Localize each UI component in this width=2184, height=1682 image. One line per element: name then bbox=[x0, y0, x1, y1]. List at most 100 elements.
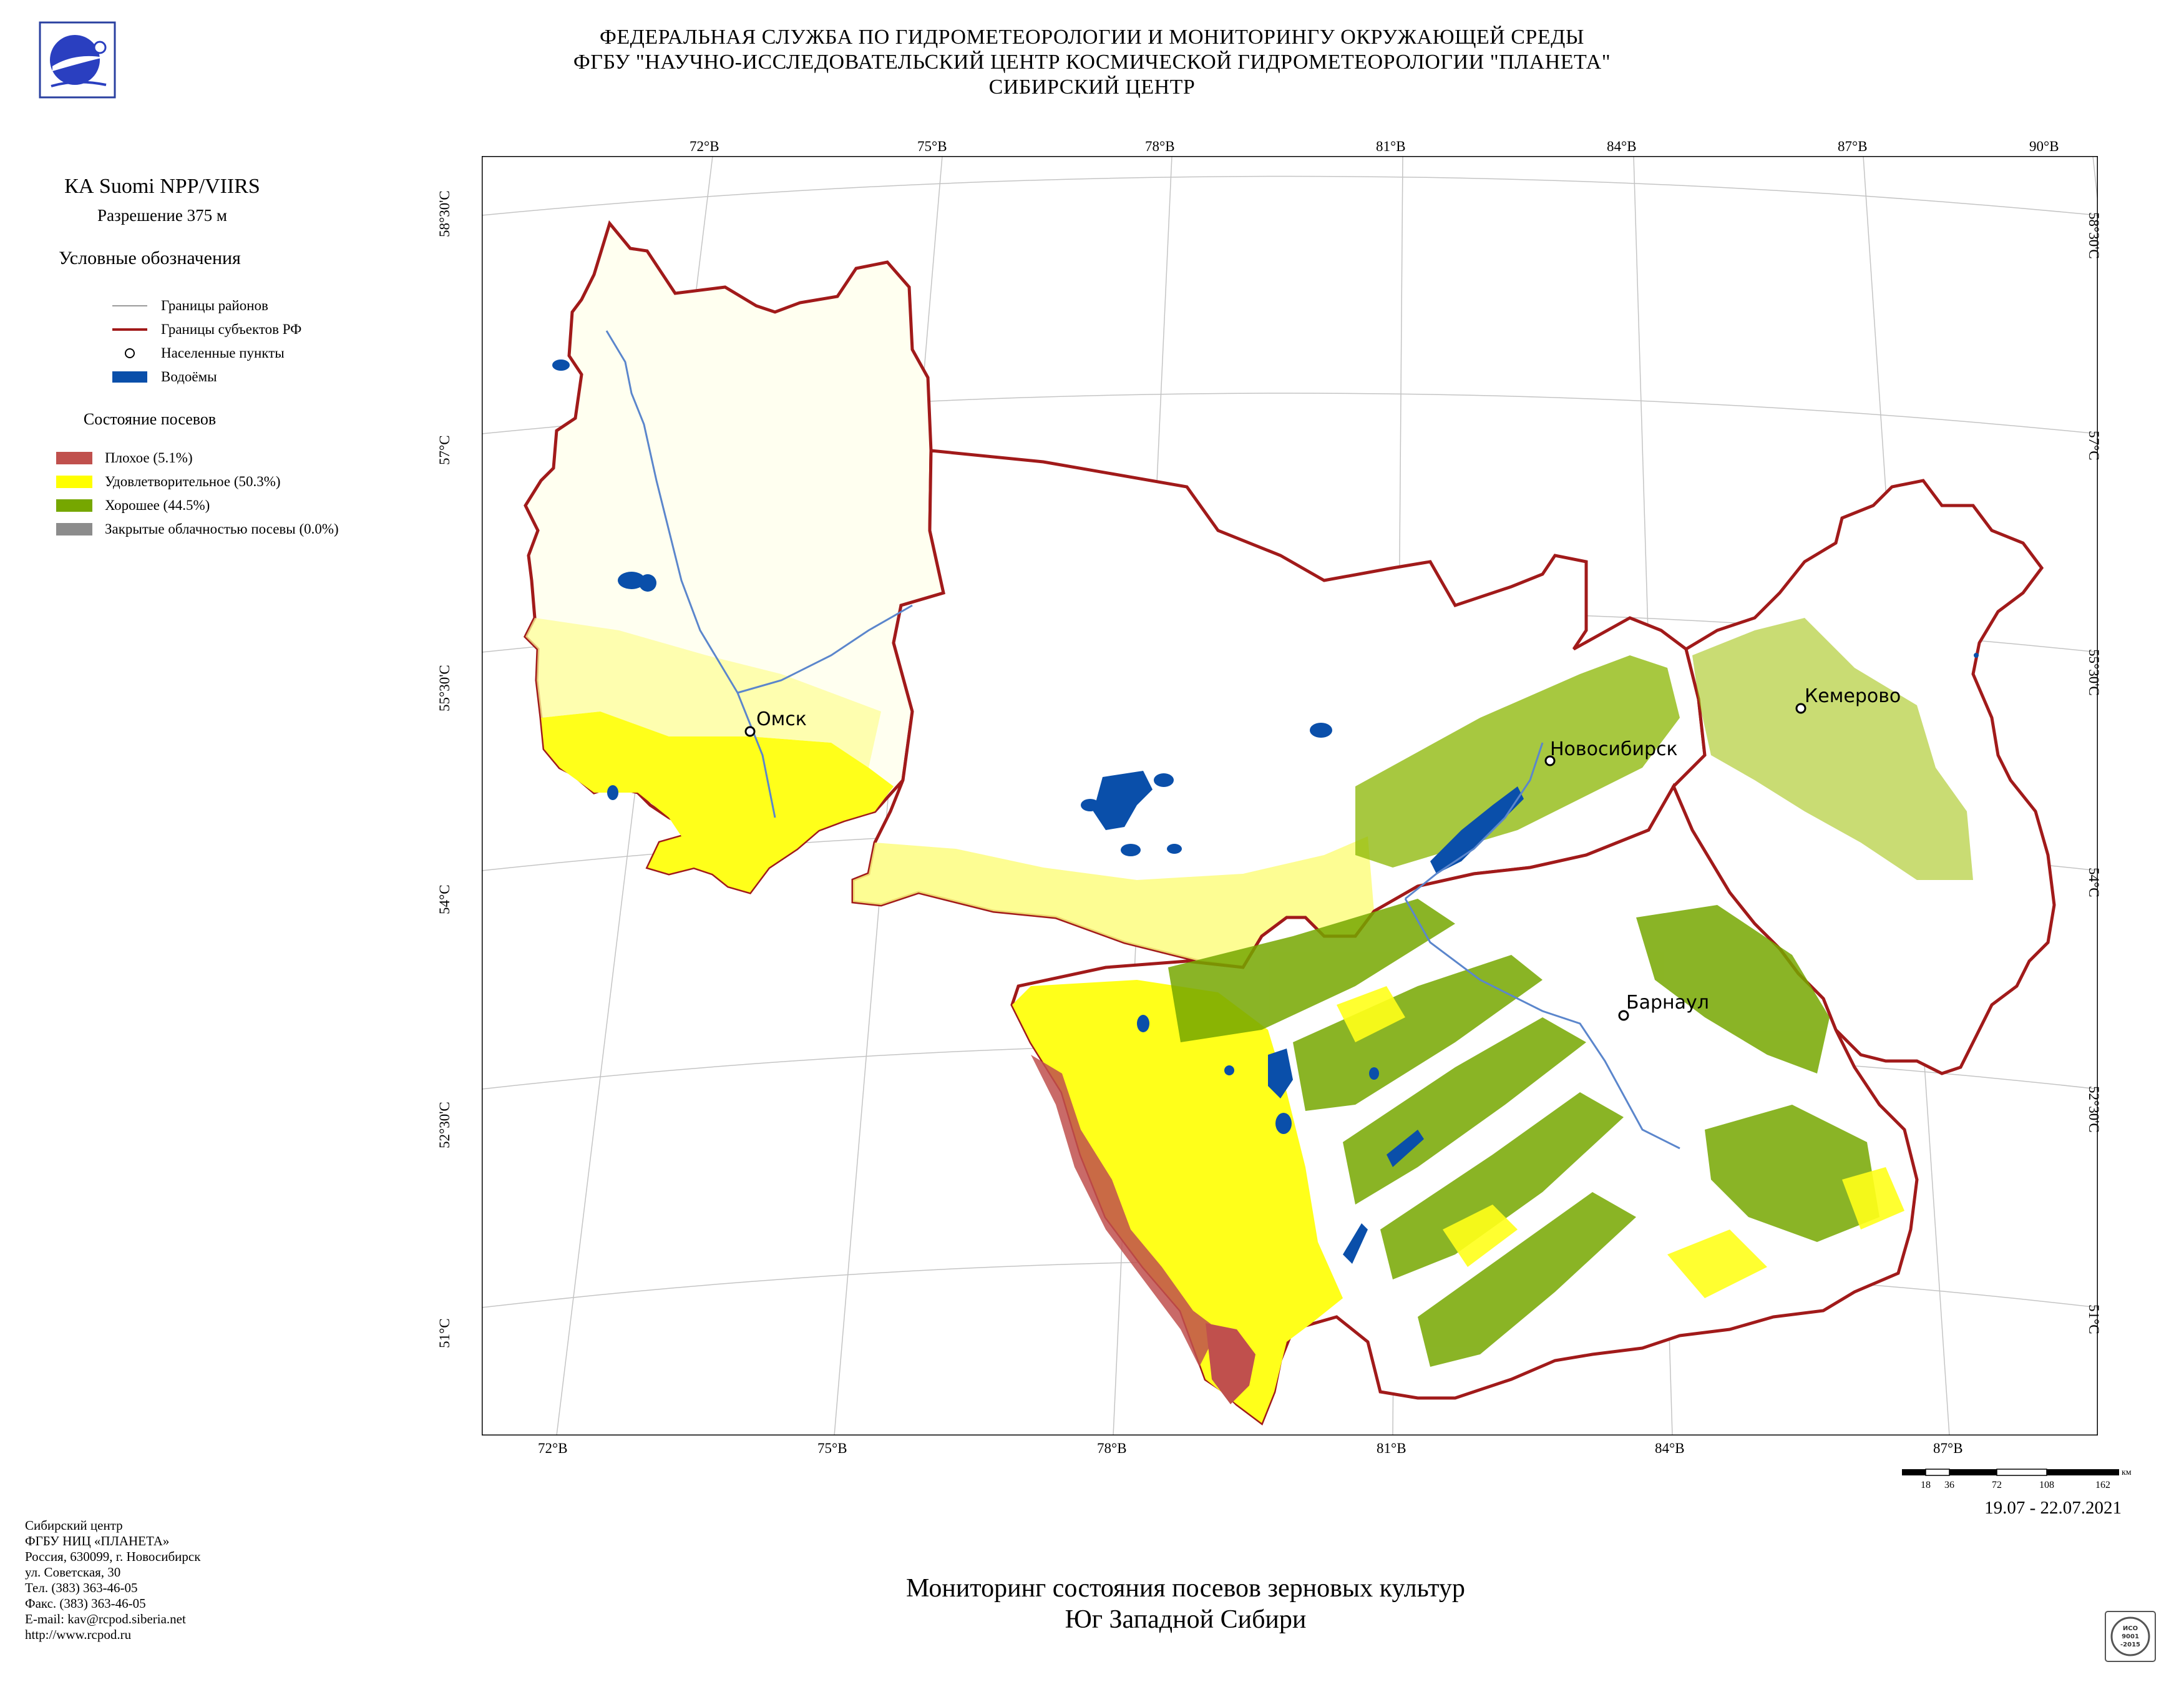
city-marker-kemerovo bbox=[1795, 703, 1806, 714]
city-marker-omsk bbox=[744, 726, 756, 737]
altai-yellow-fields bbox=[1012, 980, 1343, 1423]
altai-poor-fields bbox=[1031, 1055, 1218, 1367]
crop-map: Омск Новосибирск Кемерово Барнаул bbox=[482, 156, 2098, 1435]
city-label-barnaul: Барнаул bbox=[1626, 992, 1709, 1014]
contact-line: ул. Советская, 30 bbox=[25, 1565, 121, 1580]
lon-label: 84°В bbox=[1655, 1440, 1685, 1456]
header-line-1: ФЕДЕРАЛЬНАЯ СЛУЖБА ПО ГИДРОМЕТЕОРОЛОГИИ … bbox=[600, 26, 1584, 49]
altai-green-belts bbox=[1168, 899, 1879, 1367]
novosibirsk-yellow-fields bbox=[853, 836, 1374, 967]
lat-label: 57°С bbox=[2086, 431, 2102, 461]
city-markers bbox=[744, 703, 1806, 1021]
lat-label: 51°С bbox=[2086, 1304, 2102, 1334]
legend-label: Плохое (5.1%) bbox=[105, 450, 193, 466]
rivers bbox=[605, 330, 1680, 1150]
legend-item-water: Водоёмы bbox=[19, 365, 418, 389]
header-line-2: ФГБУ "НАУЧНО-ИССЛЕДОВАТЕЛЬСКИЙ ЦЕНТР КОС… bbox=[573, 51, 1611, 74]
satellite-name: КА Suomi NPP/VIIRS bbox=[64, 175, 260, 198]
scale-tick: 108 bbox=[2039, 1480, 2054, 1490]
lon-label: 81°В bbox=[1377, 1440, 1406, 1456]
altai-yellow-patches bbox=[1337, 986, 1904, 1298]
cert-line-3: -2015 bbox=[2120, 1641, 2140, 1648]
lon-label: 87°В bbox=[1838, 139, 1868, 154]
scale-tick: 36 bbox=[1944, 1480, 1954, 1490]
lon-label: 72°В bbox=[690, 139, 719, 154]
lon-label: 75°В bbox=[817, 1440, 847, 1456]
lat-label: 52°30'С bbox=[437, 1102, 452, 1148]
cloud-swatch bbox=[56, 523, 92, 535]
lat-label: 51°С bbox=[437, 1318, 452, 1348]
scale-tick: 72 bbox=[1992, 1480, 2002, 1490]
bottom-title-line-2: Юг Западной Сибири bbox=[1065, 1605, 1307, 1634]
good-swatch bbox=[56, 499, 92, 512]
legend-item-settlements: Населенные пункты bbox=[19, 341, 418, 365]
lat-label: 58°30'С bbox=[437, 190, 452, 237]
contact-email[interactable]: E-mail: kav@rcpod.siberia.net bbox=[25, 1611, 186, 1626]
legend-item-region-borders: Границы субъектов РФ bbox=[19, 318, 418, 341]
contacts: Сибирский центр ФГБУ НИЦ «ПЛАНЕТА» Росси… bbox=[25, 1518, 200, 1643]
contact-line: Сибирский центр bbox=[25, 1518, 123, 1533]
cert-line-2: 9001 bbox=[2122, 1633, 2139, 1640]
altai-poor-south bbox=[1206, 1323, 1255, 1404]
cert-line-1: ИСО bbox=[2123, 1625, 2138, 1632]
city-marker-barnaul bbox=[1618, 1010, 1629, 1021]
square-icon bbox=[112, 371, 147, 383]
resolution-label: Разрешение 375 м bbox=[97, 206, 227, 225]
lon-label: 90°В bbox=[2029, 139, 2059, 154]
thick-line-icon bbox=[112, 328, 147, 331]
water-bodies bbox=[552, 359, 1979, 1264]
lon-label: 78°В bbox=[1145, 139, 1175, 154]
city-label-kemerovo: Кемерово bbox=[1805, 685, 1901, 707]
legend-label: Закрытые облачностью посевы (0.0%) bbox=[105, 521, 339, 537]
date-range: 19.07 - 22.07.2021 bbox=[1984, 1498, 2122, 1518]
contact-line: Факс. (383) 363-46-05 bbox=[25, 1596, 146, 1611]
thin-line-icon bbox=[112, 305, 147, 306]
scale-bar: 18 36 72 108 162 bbox=[1902, 1469, 2119, 1490]
bottom-title: Мониторинг состояния посевов зерновых ку… bbox=[811, 1573, 1560, 1635]
contact-website[interactable]: http://www.rcpod.ru bbox=[25, 1627, 132, 1642]
header: ФЕДЕРАЛЬНАЯ СЛУЖБА ПО ГИДРОМЕТЕОРОЛОГИИ … bbox=[499, 25, 1685, 100]
circle-icon bbox=[125, 348, 135, 358]
lon-label: 78°В bbox=[1097, 1440, 1127, 1456]
contact-line: ФГБУ НИЦ «ПЛАНЕТА» bbox=[25, 1533, 170, 1548]
lat-label: 54°С bbox=[2086, 868, 2102, 897]
legend: КА Suomi NPP/VIIRS Разрешение 375 м Усло… bbox=[19, 175, 418, 541]
novosibirsk-green-fields bbox=[1355, 655, 1680, 868]
contact-line: Тел. (383) 363-46-05 bbox=[25, 1580, 138, 1595]
satisfactory-swatch bbox=[56, 476, 92, 488]
legend-title: Условные обозначения bbox=[59, 248, 241, 268]
city-marker-novosibirsk bbox=[1544, 755, 1556, 766]
legend-item-poor: Плохое (5.1%) bbox=[19, 446, 418, 470]
lat-label: 57°С bbox=[437, 435, 452, 465]
legend-item-cloud: Закрытые облачностью посевы (0.0%) bbox=[19, 517, 418, 541]
kemerovo-green-fields bbox=[1692, 618, 1973, 880]
lat-label: 52°30'С bbox=[2086, 1086, 2102, 1133]
header-line-3: СИБИРСКИЙ ЦЕНТР bbox=[988, 76, 1196, 99]
legend-label: Населенные пункты bbox=[161, 345, 285, 361]
legend-item-satisfactory: Удовлетворительное (50.3%) bbox=[19, 470, 418, 494]
crop-state-title: Состояние посевов bbox=[83, 410, 217, 428]
lat-label: 58°30'С bbox=[2086, 212, 2102, 259]
legend-label: Хорошее (44.5%) bbox=[105, 497, 210, 513]
legend-label: Границы субъектов РФ bbox=[161, 321, 302, 337]
lat-label: 55°30'С bbox=[437, 665, 452, 711]
lat-label: 55°30'С bbox=[2086, 649, 2102, 696]
legend-label: Водоёмы bbox=[161, 369, 217, 384]
lon-label: 84°В bbox=[1607, 139, 1637, 154]
contact-line: Россия, 630099, г. Новосибирск bbox=[25, 1549, 201, 1564]
legend-label: Границы районов bbox=[161, 298, 268, 313]
poor-swatch bbox=[56, 452, 92, 464]
city-label-novosibirsk: Новосибирск bbox=[1550, 738, 1678, 760]
city-label-omsk: Омск bbox=[756, 708, 807, 730]
legend-item-district-borders: Границы районов bbox=[19, 294, 418, 318]
scale-tick: 162 bbox=[2095, 1480, 2110, 1490]
lon-label: 72°В bbox=[538, 1440, 568, 1456]
lat-label: 54°С bbox=[437, 884, 452, 914]
omsk-mid-yellow bbox=[525, 618, 881, 768]
scale-unit: км bbox=[2122, 1468, 2132, 1477]
lon-label: 87°В bbox=[1933, 1440, 1963, 1456]
iso-certificate-badge: ИСО 9001 -2015 bbox=[2105, 1611, 2156, 1662]
scale-tick: 18 bbox=[1921, 1480, 1931, 1490]
legend-item-good: Хорошее (44.5%) bbox=[19, 494, 418, 517]
omsk-yellow-fields bbox=[541, 711, 894, 892]
